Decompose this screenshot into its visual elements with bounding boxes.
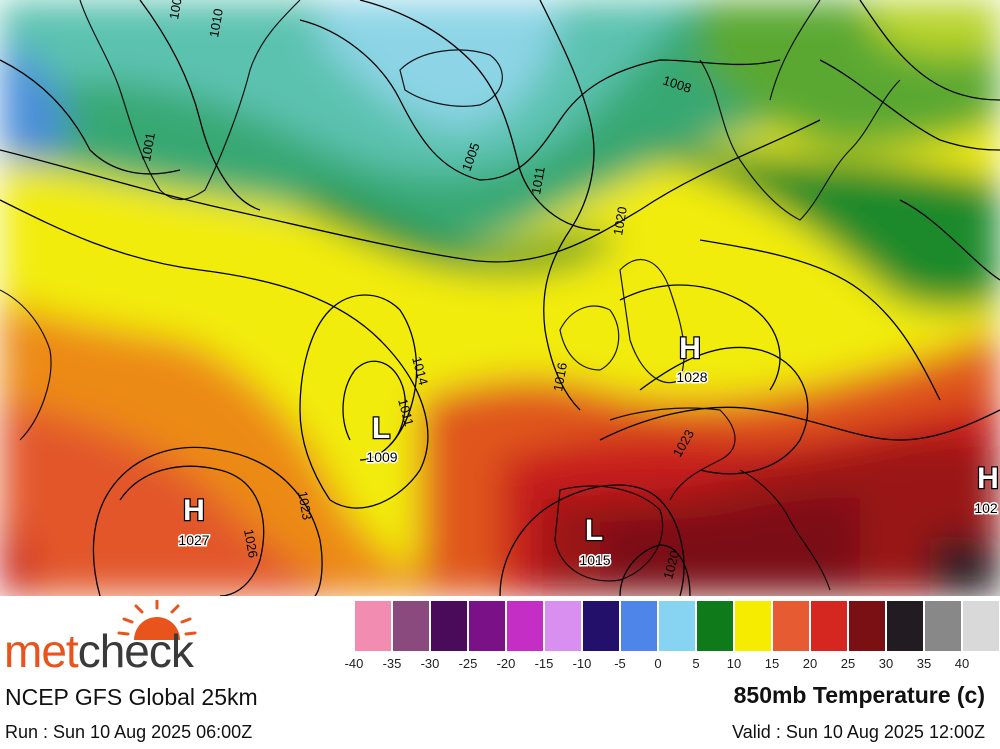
valid-time: Valid : Sun 10 Aug 2025 12:00Z	[732, 722, 985, 742]
scale-tick-label: -40	[344, 656, 364, 671]
svg-text:L: L	[585, 514, 603, 547]
svg-text:1009: 1009	[366, 449, 397, 465]
isobar-label: 1001	[138, 131, 158, 162]
color-swatch	[582, 600, 620, 652]
color-swatch	[430, 600, 468, 652]
color-swatch	[810, 600, 848, 652]
iberia-low: L 1015	[578, 513, 612, 570]
isobar-label: 1020	[660, 549, 682, 581]
scale-tick-label: 0	[654, 656, 662, 671]
north-sea-high: H 1028	[675, 331, 709, 387]
isobars	[0, 0, 1000, 596]
isobar-label: 1008	[166, 0, 186, 21]
sun-logo-icon	[117, 600, 197, 640]
isobar-labels: 1008 1005 1011 1020 1001 1016 1014 1011 …	[138, 0, 697, 581]
scale-tick-label: -35	[382, 656, 402, 671]
isobar-label: 1020	[610, 205, 630, 236]
svg-text:1027: 1027	[178, 532, 209, 548]
color-scale-labels: -40 -35 -30 -25 -20 -15 -10 -5 0 5 10 15 20 25 30 35 40	[345, 656, 1000, 674]
scale-tick-label: -30	[420, 656, 440, 671]
color-swatch	[468, 600, 506, 652]
scale-tick-label: 30	[878, 656, 894, 671]
color-swatch	[924, 600, 962, 652]
isobar-label: 1010	[206, 7, 226, 38]
svg-text:L: L	[372, 412, 390, 445]
scale-tick-label: -10	[572, 656, 592, 671]
color-swatch	[962, 600, 1000, 652]
color-swatch	[620, 600, 658, 652]
scale-tick-label: 20	[802, 656, 818, 671]
run-time: Run : Sun 10 Aug 2025 06:00Z	[5, 722, 253, 742]
isobar-label: 1014	[409, 355, 431, 387]
color-swatch	[848, 600, 886, 652]
isobar-label: 1023	[295, 490, 315, 521]
svg-text:H: H	[679, 332, 701, 365]
scale-tick-label: 5	[692, 656, 700, 671]
west-atlantic-high: H 1027	[177, 493, 211, 550]
scale-tick-label: -25	[458, 656, 478, 671]
scale-tick-label: -5	[614, 656, 626, 671]
isobar-label: 1016	[550, 361, 570, 392]
model-name: NCEP GFS Global 25km	[5, 684, 258, 710]
color-swatch	[772, 600, 810, 652]
weather-map: 1008 1005 1011 1020 1001 1016 1014 1011 …	[0, 0, 1000, 596]
color-swatch	[734, 600, 772, 652]
isobar-label: 1026	[241, 528, 261, 559]
color-swatch	[658, 600, 696, 652]
balkans-high: H 102	[973, 461, 1000, 518]
isobar-label: 1011	[395, 397, 417, 428]
scale-tick-label: -15	[534, 656, 554, 671]
scale-tick-label: -20	[496, 656, 516, 671]
svg-text:102: 102	[974, 500, 998, 516]
color-swatch	[544, 600, 582, 652]
pressure-centers: H 1028 L 1009 H 1027 L 1015 H 102	[177, 331, 1000, 570]
map-title: 850mb Temperature (c)	[733, 682, 985, 708]
svg-text:H: H	[977, 462, 999, 495]
temperature-field	[0, 0, 1000, 596]
color-swatch	[354, 600, 392, 652]
color-swatch	[886, 600, 924, 652]
svg-text:1015: 1015	[579, 552, 610, 568]
atlantic-low: L 1009	[365, 411, 399, 467]
scale-tick-label: 25	[840, 656, 856, 671]
svg-text:1028: 1028	[676, 369, 707, 385]
scale-tick-label: 40	[954, 656, 970, 671]
svg-text:H: H	[183, 494, 205, 527]
color-swatch	[506, 600, 544, 652]
color-scale	[354, 600, 1000, 652]
coastlines	[0, 0, 901, 591]
scale-tick-label: 35	[916, 656, 932, 671]
scale-tick-label: 15	[764, 656, 780, 671]
scale-tick-label: 10	[726, 656, 742, 671]
color-swatch	[392, 600, 430, 652]
metcheck-logo: metcheck	[4, 625, 194, 677]
isobar-label: 1011	[528, 165, 548, 195]
color-swatch	[696, 600, 734, 652]
